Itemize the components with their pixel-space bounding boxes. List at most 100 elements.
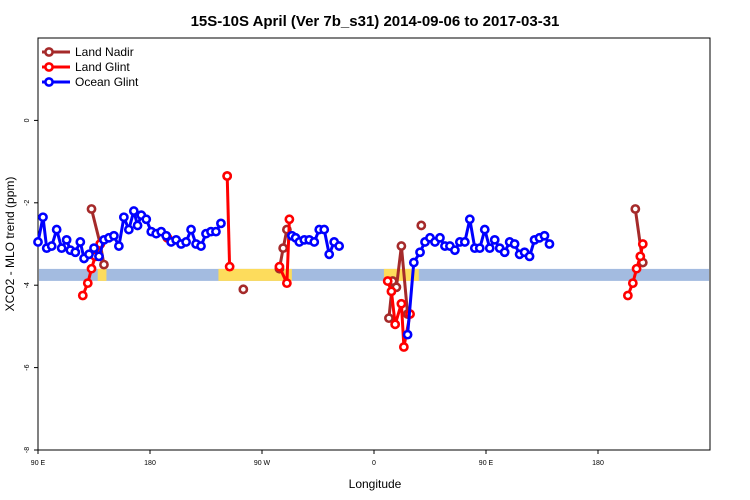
x-tick-label: 0: [372, 460, 376, 467]
land-glint-point: [637, 239, 648, 249]
ocean-glint-line: [36, 209, 223, 260]
land-glint-point: [386, 286, 397, 297]
land-glint-point: [274, 261, 285, 272]
land-glint-point: [82, 278, 93, 289]
land-glint-point: [622, 290, 633, 301]
ocean-glint-point: [61, 234, 72, 245]
ocean-glint-point: [334, 241, 345, 251]
land-glint-point: [284, 214, 295, 225]
ocean-glint-point: [402, 329, 413, 340]
land-glint-point: [631, 263, 642, 274]
land-nadir-point: [416, 220, 427, 231]
ocean-glint-point: [499, 247, 510, 258]
x-tick-label: 90 E: [479, 460, 494, 467]
y-tick-label: -2: [24, 200, 31, 206]
ocean-glint-point: [132, 220, 143, 231]
land-nadir-point: [278, 243, 289, 254]
ocean-glint-point: [181, 237, 191, 247]
ocean-glint-point: [196, 241, 206, 251]
legend-land-nadir-marker: [44, 47, 54, 57]
land-glint-point: [396, 298, 407, 309]
ocean-glint-point: [539, 230, 550, 241]
ocean-glint-point: [464, 214, 475, 225]
land-nadir-point: [630, 204, 641, 214]
ocean-glint-point: [309, 237, 320, 247]
series-layer: [33, 171, 648, 352]
land-glint-point: [398, 342, 409, 352]
land-glint-point: [281, 278, 292, 289]
ocean-glint-point: [51, 224, 62, 235]
ocean-glint-point: [161, 230, 172, 241]
ocean-band: [39, 268, 709, 281]
ocean-glint-point: [46, 241, 57, 251]
ocean-glint-point: [56, 243, 67, 254]
ocean-glint-point: [33, 237, 43, 247]
ocean-glint-point: [216, 218, 226, 229]
legend-land-glint-marker: [44, 62, 54, 72]
land-glint-point: [390, 319, 401, 330]
ocean-glint-point: [123, 224, 134, 235]
land-nadir-point: [396, 241, 407, 251]
land-nadir-point: [384, 313, 394, 324]
legend-ocean-glint-marker: [44, 77, 54, 87]
y-tick-label: -6: [24, 364, 31, 370]
x-tick-label: 90 W: [254, 460, 271, 467]
ocean-glint-point: [544, 239, 555, 249]
x-axis-label: Longitude: [349, 477, 402, 491]
ocean-glint-point: [408, 257, 419, 268]
chart-title: 15S-10S April (Ver 7b_s31) 2014-09-06 to…: [191, 13, 560, 30]
land-band: [97, 268, 107, 281]
ocean-glint-point: [324, 249, 335, 260]
plot-frame: [37, 37, 711, 451]
ocean-glint-point: [415, 247, 425, 258]
ocean-glint-point: [524, 251, 535, 262]
land-ocean-mask: [39, 268, 709, 281]
land-glint-point: [224, 261, 235, 272]
ocean-glint-point: [449, 245, 460, 256]
ocean-glint-point: [75, 237, 86, 247]
land-glint-point: [86, 263, 97, 274]
legend-land-nadir-label: Land Nadir: [75, 45, 134, 59]
ocean-glint-point: [484, 243, 495, 254]
ocean-glint-point: [38, 212, 48, 223]
land-nadir-point: [99, 259, 109, 270]
land-nadir-point: [86, 204, 97, 214]
ocean-glint-point: [94, 251, 104, 262]
ocean-glint-point: [70, 247, 81, 258]
y-axis: -8 -6 -4 -2 0: [24, 118, 38, 453]
ocean-glint-point: [489, 234, 500, 245]
x-tick-label: 180: [592, 460, 604, 467]
ocean-glint-point: [479, 224, 490, 235]
land-glint-point: [627, 278, 638, 289]
y-tick-label: -4: [24, 282, 31, 288]
y-axis-label: XCO2 - MLO trend (ppm): [3, 177, 17, 312]
x-axis: 90 E 180 90 W 0 90 E 180: [31, 450, 604, 467]
land-band: [218, 268, 292, 281]
ocean-glint-point: [435, 232, 445, 243]
ocean-glint-point: [509, 239, 520, 249]
legend-ocean-glint-label: Ocean Glint: [75, 75, 139, 89]
ocean-glint-point: [128, 206, 139, 216]
land-glint-line: [225, 175, 232, 267]
land-glint-point: [382, 276, 393, 286]
ocean-glint-point: [186, 224, 196, 235]
ocean-glint-point: [319, 224, 330, 235]
ocean-glint-point: [109, 230, 119, 241]
y-tick-label: 0: [24, 118, 31, 122]
ocean-glint-point: [89, 243, 99, 254]
ocean-glint-point: [141, 214, 152, 225]
ocean-glint-point: [113, 241, 124, 251]
ocean-glint-point: [118, 212, 129, 223]
land-glint-point: [77, 290, 88, 301]
ocean-glint-point: [474, 243, 485, 254]
land-glint-point: [222, 171, 233, 181]
ocean-glint-point: [84, 249, 94, 260]
y-tick-label: -8: [24, 447, 31, 453]
ocean-glint-point: [211, 226, 221, 237]
land-glint-point: [635, 251, 646, 262]
x-tick-label: 180: [144, 460, 156, 467]
legend-land-glint-label: Land Glint: [75, 60, 130, 74]
x-tick-label: 90 E: [31, 460, 46, 467]
